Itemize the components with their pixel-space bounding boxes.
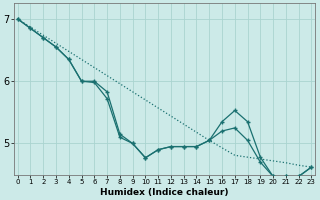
X-axis label: Humidex (Indice chaleur): Humidex (Indice chaleur) xyxy=(100,188,229,197)
